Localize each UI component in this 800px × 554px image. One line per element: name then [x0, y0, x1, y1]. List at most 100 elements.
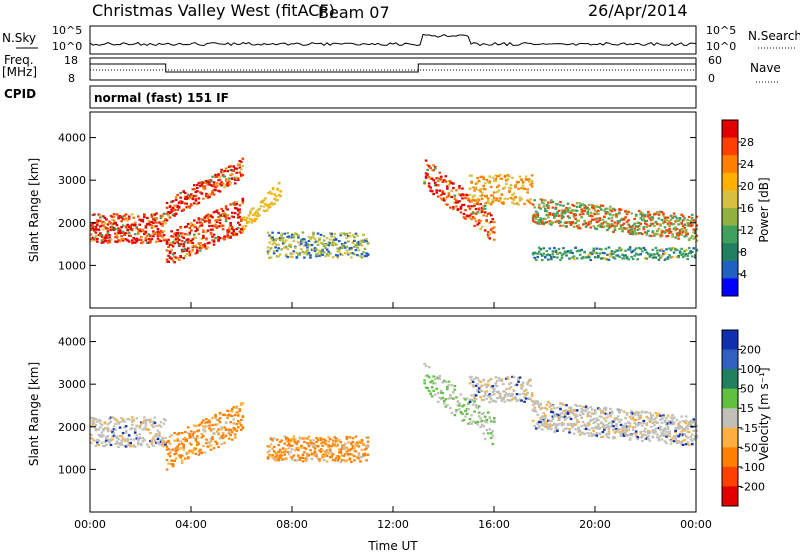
heatmap-cell [235, 227, 239, 231]
heatmap-cell [342, 243, 346, 246]
heatmap-cell [459, 411, 463, 414]
heatmap-cell [631, 231, 635, 234]
heatmap-cell [505, 178, 508, 182]
heatmap-cell [336, 247, 340, 250]
heatmap-cell [232, 228, 236, 232]
heatmap-cell [452, 391, 455, 394]
heatmap-cell [491, 442, 495, 446]
heatmap-cell [269, 443, 273, 446]
heatmap-cell [287, 447, 291, 450]
heatmap-cell [334, 437, 338, 440]
heatmap-cell [488, 379, 492, 382]
colorbar-tick-label: 16 [740, 202, 754, 215]
heatmap-cell [130, 420, 134, 423]
heatmap-cell [200, 451, 204, 455]
cpid-box [89, 85, 697, 109]
heatmap-cell [441, 190, 445, 193]
heatmap-cell [362, 240, 365, 244]
heatmap-cell [540, 415, 544, 418]
heatmap-cell [90, 425, 93, 428]
heatmap-cell [206, 445, 210, 448]
heatmap-cell [587, 253, 591, 256]
heatmap-cell [218, 221, 222, 225]
heatmap-cell [446, 185, 449, 188]
heatmap-cell [584, 222, 588, 225]
heatmap-cell [303, 440, 306, 444]
heatmap-cell [524, 393, 528, 396]
heatmap-cell [545, 408, 549, 411]
heatmap-cell [141, 437, 145, 440]
heatmap-cell [139, 219, 143, 222]
heatmap-cell [173, 252, 176, 255]
heatmap-cell [241, 201, 245, 205]
heatmap-cell [230, 410, 234, 413]
heatmap-cell [580, 210, 583, 214]
heatmap-cell [347, 251, 350, 255]
heatmap-cell [668, 420, 671, 423]
heatmap-cell [159, 439, 163, 442]
heatmap-cell [692, 438, 696, 441]
heatmap-cell [123, 214, 126, 217]
heatmap-cell [182, 249, 186, 253]
heatmap-cell [196, 441, 199, 444]
heatmap-cell [170, 235, 173, 238]
heatmap-cell [474, 220, 478, 223]
heatmap-cell [106, 229, 110, 233]
heatmap-cell [93, 439, 96, 442]
heatmap-cell [236, 226, 240, 230]
heatmap-cell [444, 180, 448, 183]
heatmap-cell [595, 434, 599, 437]
heatmap-cell [159, 443, 163, 446]
heatmap-cell [687, 238, 691, 242]
heatmap-cell [548, 222, 552, 225]
heatmap-cell [446, 404, 449, 407]
heatmap-cell [530, 174, 534, 177]
heatmap-cell [464, 217, 467, 220]
heatmap-cell [488, 202, 492, 205]
heatmap-cell [322, 438, 326, 441]
heatmap-cell [111, 431, 114, 434]
heatmap-cell [479, 380, 482, 384]
heatmap-cell [100, 221, 104, 224]
heatmap-cell [647, 435, 650, 438]
heatmap-cell [284, 436, 288, 439]
heatmap-cell [577, 249, 580, 252]
heatmap-cell [593, 409, 597, 413]
heatmap-cell [486, 394, 490, 397]
heatmap-cell [581, 212, 585, 216]
heatmap-cell [232, 215, 236, 219]
heatmap-cell [613, 417, 617, 420]
heatmap-cell [130, 416, 134, 419]
heatmap-cell [551, 423, 555, 427]
heatmap-cell [191, 246, 195, 249]
heatmap-cell [212, 211, 216, 214]
heatmap-cell [360, 256, 364, 259]
heatmap-cell [534, 427, 538, 430]
heatmap-cell [607, 212, 611, 215]
heatmap-cell [319, 448, 323, 451]
heatmap-cell [281, 242, 285, 245]
heatmap-cell [476, 377, 479, 380]
heatmap-cell [423, 379, 426, 382]
heatmap-cell [241, 165, 245, 168]
heatmap-cell [689, 419, 693, 423]
heatmap-cell [357, 457, 361, 460]
heatmap-cell [680, 228, 683, 231]
heatmap-cell [309, 254, 312, 257]
heatmap-cell [615, 249, 618, 252]
heatmap-cell [319, 251, 323, 254]
heatmap-cell [91, 225, 95, 228]
heatmap-cell [124, 429, 128, 433]
heatmap-cell [171, 209, 175, 212]
heatmap-cell [680, 415, 683, 418]
colorbar-tick-label: 28 [740, 136, 754, 149]
heatmap-cell [462, 212, 466, 216]
heatmap-cell [677, 435, 680, 438]
heatmap-cell [272, 457, 276, 460]
heatmap-cell [199, 448, 202, 452]
heatmap-cell [167, 238, 170, 241]
heatmap-cell [96, 221, 99, 224]
heatmap-cell [589, 251, 593, 254]
heatmap-cell [681, 439, 685, 443]
